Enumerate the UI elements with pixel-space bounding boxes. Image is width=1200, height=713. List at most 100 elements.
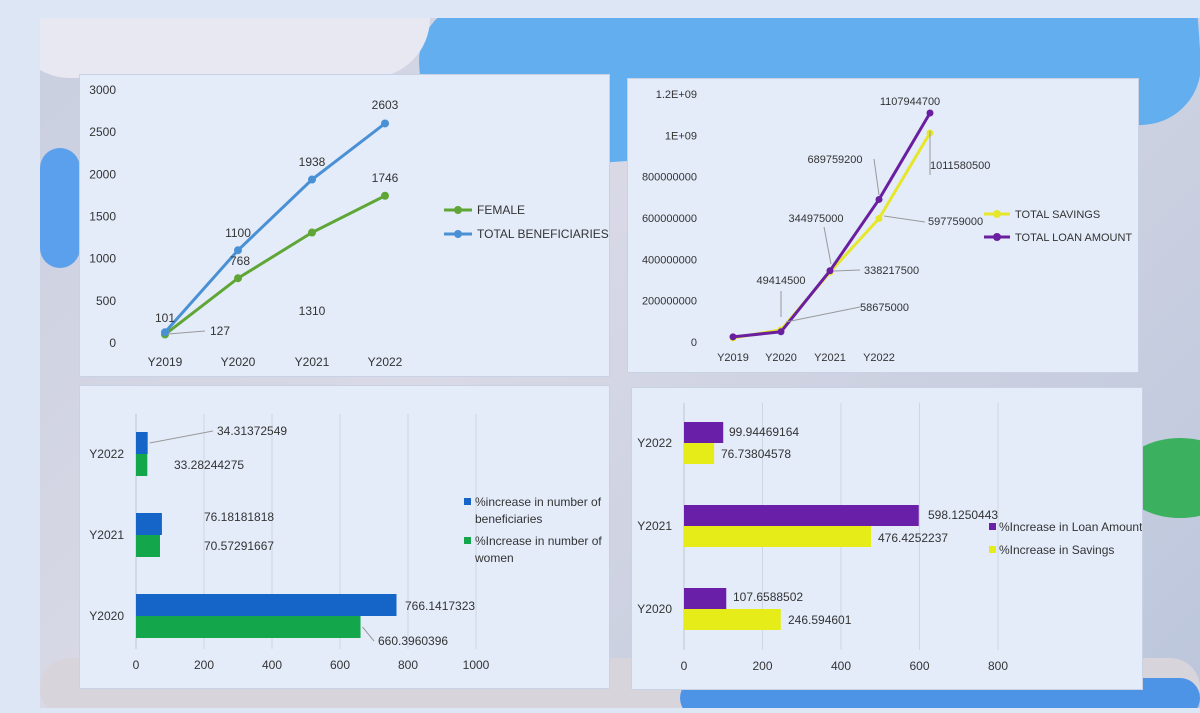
y-tick-label: 1000 [89,252,116,266]
data-point [926,109,934,117]
leader-line [883,215,926,223]
data-label: 1100 [225,226,251,240]
y-tick-label: 3000 [89,83,116,97]
y-tick-label: 600000000 [642,213,697,225]
x-tick-label: 1000 [463,658,490,672]
data-label: 689759200 [807,154,862,166]
x-tick-label: Y2020 [221,355,256,369]
x-tick-label: 200 [752,659,772,673]
series-line [163,122,386,334]
leader-line [833,269,861,272]
y-category-label: Y2020 [89,609,124,623]
bar [684,588,727,609]
data-point [875,195,883,203]
data-label: 768 [230,254,250,268]
data-label: 766.1417323 [405,599,475,613]
data-label: 1107944700 [880,96,940,108]
data-point [875,214,883,222]
data-point [729,333,737,341]
x-tick-label: 400 [262,658,282,672]
data-label: 597759000 [928,216,983,228]
leader-line [167,330,206,335]
bar [684,505,919,526]
legend-entry: %Increase in number of [475,534,602,548]
data-point [308,175,316,184]
data-label: 1938 [299,155,326,169]
x-tick-label: 200 [194,658,214,672]
legend-marker [989,523,996,530]
bar [136,432,148,454]
x-tick-label: 400 [831,659,851,673]
y-category-label: Y2022 [637,436,672,450]
data-label: 34.31372549 [217,424,287,438]
bar [684,443,715,464]
bar [136,513,162,535]
data-label: 127 [210,324,230,338]
data-label: 246.594601 [788,613,852,627]
y-category-label: Y2021 [89,528,124,542]
data-label: 338217500 [864,265,919,277]
legend-marker [989,546,996,553]
data-point [308,228,316,237]
savings-loans-line-chart: 0 200000000 400000000 600000000 800000000 1E+… [642,89,1132,364]
y-category-label: Y2020 [637,602,672,616]
y-tick-label: 0 [109,336,116,350]
y-category-label: Y2021 [637,519,672,533]
data-point [826,267,834,275]
legend-entry: %increase in number of [475,495,602,509]
bar [684,526,871,547]
x-tick-label: 0 [681,659,688,673]
chart-panel-percent-loans-savings: 0 200 400 600 800 Y2022 99.94469164 76.73804578… [631,387,1143,690]
y-tick-label: 400000000 [642,254,697,266]
data-label: 1746 [372,171,399,185]
data-label: 1011580500 [930,160,990,172]
data-label: 476.4252237 [878,531,948,545]
data-label: 70.57291667 [204,539,274,553]
series-line [164,194,386,336]
leader-line [823,226,832,265]
legend-entry: %Increase in Savings [999,543,1114,557]
legend-marker [464,537,471,544]
data-label: 99.94469164 [729,425,799,439]
legend-entry: beneficiaries [475,512,542,526]
y-category-label: Y2022 [89,447,124,461]
legend-entry: TOTAL LOAN AMOUNT [1015,232,1132,244]
data-label: 1310 [299,304,326,318]
x-tick-label: 0 [133,658,140,672]
leader-line [149,430,214,444]
legend-marker-dot [454,206,462,214]
legend-entry: %Increase in Loan Amount [999,520,1142,534]
legend-entry: FEMALE [477,203,525,217]
x-tick-label: Y2021 [295,355,330,369]
chart-panel-beneficiaries: 0 500 1000 1500 2000 2500 3000 Y2019 Y2020 Y2021 Y… [79,74,610,377]
x-tick-label: Y2021 [814,352,846,364]
bar [136,454,148,476]
data-label: 660.3960396 [378,634,448,648]
bar [684,422,724,443]
bar [136,535,160,557]
x-tick-label: Y2019 [148,355,183,369]
x-tick-label: 600 [909,659,929,673]
x-tick-label: 800 [988,659,1008,673]
x-tick-label: Y2019 [717,352,749,364]
leader-line [362,626,375,642]
data-label: 2603 [372,98,399,112]
data-label: 49414500 [757,275,806,287]
y-tick-label: 200000000 [642,296,697,308]
x-tick-label: Y2022 [863,352,895,364]
data-point [234,246,242,255]
y-tick-label: 1E+09 [665,130,697,142]
legend-entry: TOTAL SAVINGS [1015,209,1100,221]
y-tick-label: 1.2E+09 [656,89,697,101]
legend-marker-dot [993,210,1001,218]
x-tick-label: Y2022 [368,355,403,369]
data-label: 33.28244275 [174,458,244,472]
y-tick-label: 800000000 [642,172,697,184]
data-point [381,119,389,128]
x-tick-label: 600 [330,658,350,672]
data-label: 598.1250443 [928,508,998,522]
data-label: 76.73804578 [721,447,791,461]
y-tick-label: 500 [96,294,116,308]
legend-entry: TOTAL BENEFICIARIES [477,227,609,241]
data-point [777,328,785,336]
